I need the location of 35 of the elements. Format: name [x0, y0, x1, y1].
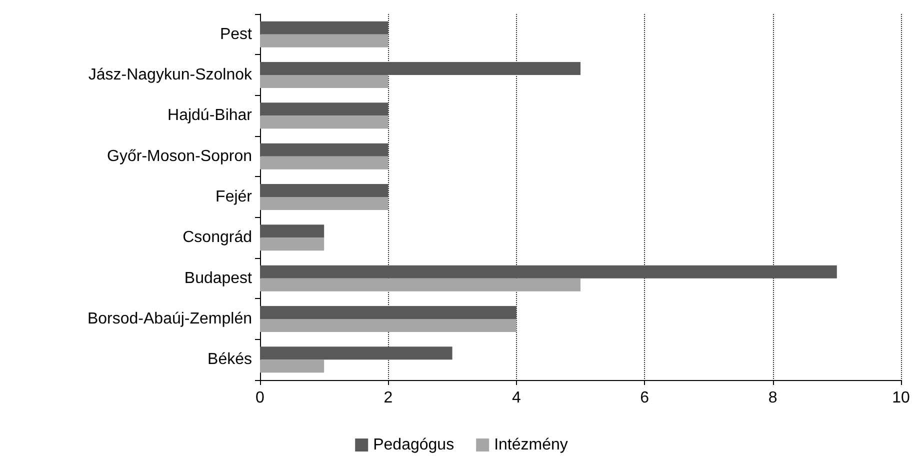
- bar: [260, 306, 516, 319]
- bar: [260, 184, 388, 197]
- legend-label: Intézmény: [494, 436, 568, 454]
- bar: [260, 238, 324, 251]
- bar: [260, 34, 388, 48]
- bar: [260, 360, 324, 373]
- x-tick-label: 4: [512, 390, 521, 406]
- y-tick-label: Budapest: [184, 270, 253, 287]
- y-tick-label: Fejér: [216, 188, 253, 206]
- bar: [260, 116, 388, 129]
- bar: [260, 197, 388, 210]
- y-tick-label: Jász-Nagykun-Szolnok: [88, 66, 253, 84]
- y-tick-label: Győr-Moson-Sopron: [107, 148, 252, 165]
- bar: [260, 102, 388, 116]
- y-tick-label: Borsod-Abaúj-Zemplén: [87, 310, 252, 328]
- x-tick-label: 6: [640, 390, 650, 406]
- y-tick-label: Hajdú-Bihar: [168, 107, 253, 124]
- bar: [260, 62, 580, 75]
- y-tick-label: Békés: [208, 351, 252, 368]
- bar: [260, 75, 388, 88]
- bar: [260, 21, 388, 34]
- bar: [260, 319, 516, 332]
- legend-label: Pedagógus: [373, 436, 454, 454]
- bar: [260, 265, 837, 278]
- x-tick-label: 8: [768, 390, 778, 406]
- bar: [260, 143, 388, 156]
- y-tick-label: Pest: [220, 26, 253, 43]
- x-tick-label: 0: [256, 390, 265, 406]
- bar: [260, 224, 324, 238]
- bar: [260, 278, 580, 292]
- x-tick-label: 2: [384, 390, 393, 406]
- bar: [260, 346, 452, 360]
- y-tick-label: Csongrád: [182, 229, 252, 246]
- bar: [260, 156, 388, 170]
- x-tick-label: 10: [892, 390, 910, 406]
